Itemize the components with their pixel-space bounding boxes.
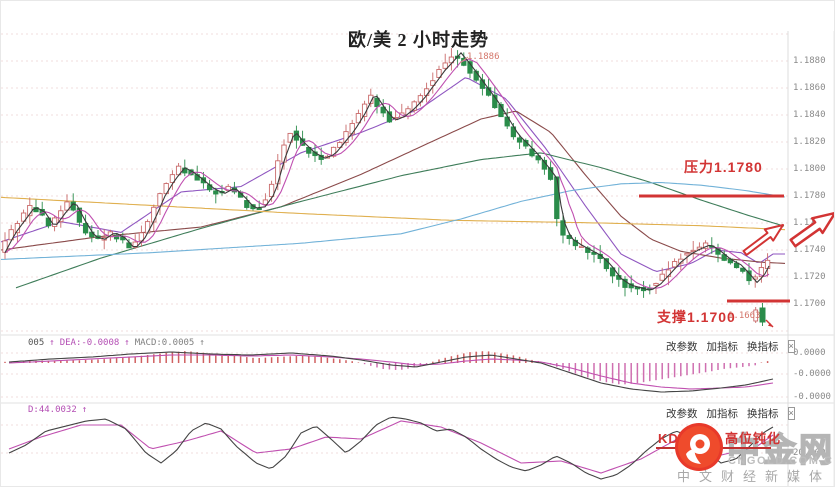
axis-tick-label: 1.1840 [793,110,826,120]
close-panel-icon[interactable]: × [787,340,795,353]
resistance-label: 压力1.1780 [684,159,763,175]
watermark-site-name: 中金网 [726,432,835,470]
support-label: 支撑1.1700 [657,309,736,325]
change-params-button[interactable]: 改参数 [666,408,698,420]
kd-note-right: 高位钝化 [725,431,782,446]
add-indicator-button[interactable]: 加指标 [706,341,739,353]
cngold-logo-icon [675,423,723,471]
macd-dea-value: DEA:-0.0008 [59,338,120,348]
axis-tick-label: 1.1780 [793,191,826,201]
up-arrow-icon: ↑ [81,405,88,415]
add-indicator-button[interactable]: 加指标 [706,408,739,420]
kd-values-header: D:44.0032 ↑ [28,405,87,415]
macd-dif-value: 005 [28,338,45,348]
axis-tick-label: 1.1720 [793,272,826,282]
axis-tick-label: 1.1740 [793,245,826,255]
axis-tick-label: 1.1800 [793,164,826,174]
axis-tick-label: 1.1860 [793,83,826,93]
axis-tick-label: -0.0000 [793,369,831,379]
up-arrow-icon: ↑ [49,338,55,348]
axis-tick-label: 1.1760 [793,218,826,228]
axis-tick-label: 1.1820 [793,137,826,147]
change-params-button[interactable]: 改参数 [666,341,698,353]
up-arrow-icon: ↑ [199,338,205,348]
watermark-tagline: 中文财经新媒体 [677,469,832,484]
switch-indicator-button[interactable]: 换指标 [747,408,779,420]
macd-values-header: 005 ↑ DEA:-0.0008 ↑ MACD:0.0005 ↑ [28,338,205,348]
axis-tick-label: 0.0000 [793,348,826,358]
last-price-label: 1.1663 [728,311,761,321]
axis-tick-label: -0.0000 [793,392,831,402]
up-arrow-icon: ↑ [124,338,130,348]
kd-panel-menu: 改参数 加指标 换指标 × [666,406,795,421]
axis-tick-label: 1.1700 [793,299,826,309]
chart-title: 欧/美 2 小时走势 [347,30,489,50]
macd-macd-value: MACD:0.0005 [134,338,195,348]
axis-tick-label: 1.1880 [793,56,826,66]
macd-panel-menu: 改参数 加指标 换指标 × [666,339,795,354]
kd-d-value: D:44.0032 [28,405,77,415]
watermark-url: CNGOLD.COM.CN [728,455,835,467]
switch-indicator-button[interactable]: 换指标 [747,341,779,353]
close-panel-icon[interactable]: × [787,407,795,420]
peak-price-label: 1.1886 [467,52,500,62]
axis-tick-label: 20.000 [793,448,826,458]
